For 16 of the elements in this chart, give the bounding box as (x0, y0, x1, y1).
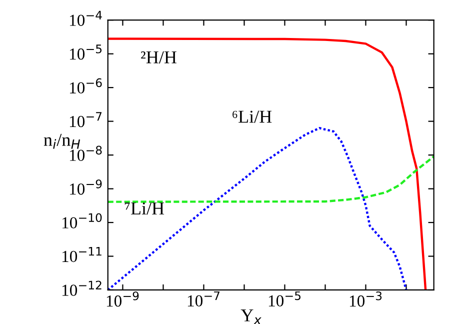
y-tick-label: 10$^{−11}$ (62, 247, 102, 262)
x-axis-title: Y$_{x}$ (240, 309, 262, 324)
x-tick-label: 10$^{−9}$ (106, 291, 139, 307)
y-tick-label: 10$^{−12}$ (62, 280, 102, 296)
y-tick-label: 10$^{−7}$ (70, 112, 102, 128)
x-tick-label: 10$^{−3}$ (350, 291, 382, 307)
y-tick-label: 10$^{−4}$ (70, 10, 102, 26)
series-label: ⁶Li/H (232, 110, 272, 123)
y-tick-label: 10$^{−5}$ (70, 44, 102, 60)
series-label: ⁷Li/H (124, 202, 164, 215)
y-tick-label: 10$^{−10}$ (62, 213, 102, 228)
x-tick-label: 10$^{−7}$ (188, 291, 220, 307)
x-tick-label: 10$^{−5}$ (268, 291, 300, 307)
y-tick-label: 10$^{−6}$ (70, 78, 102, 94)
y-tick-label: 10$^{−9}$ (70, 179, 102, 195)
series-label: ²H/H (141, 51, 176, 64)
